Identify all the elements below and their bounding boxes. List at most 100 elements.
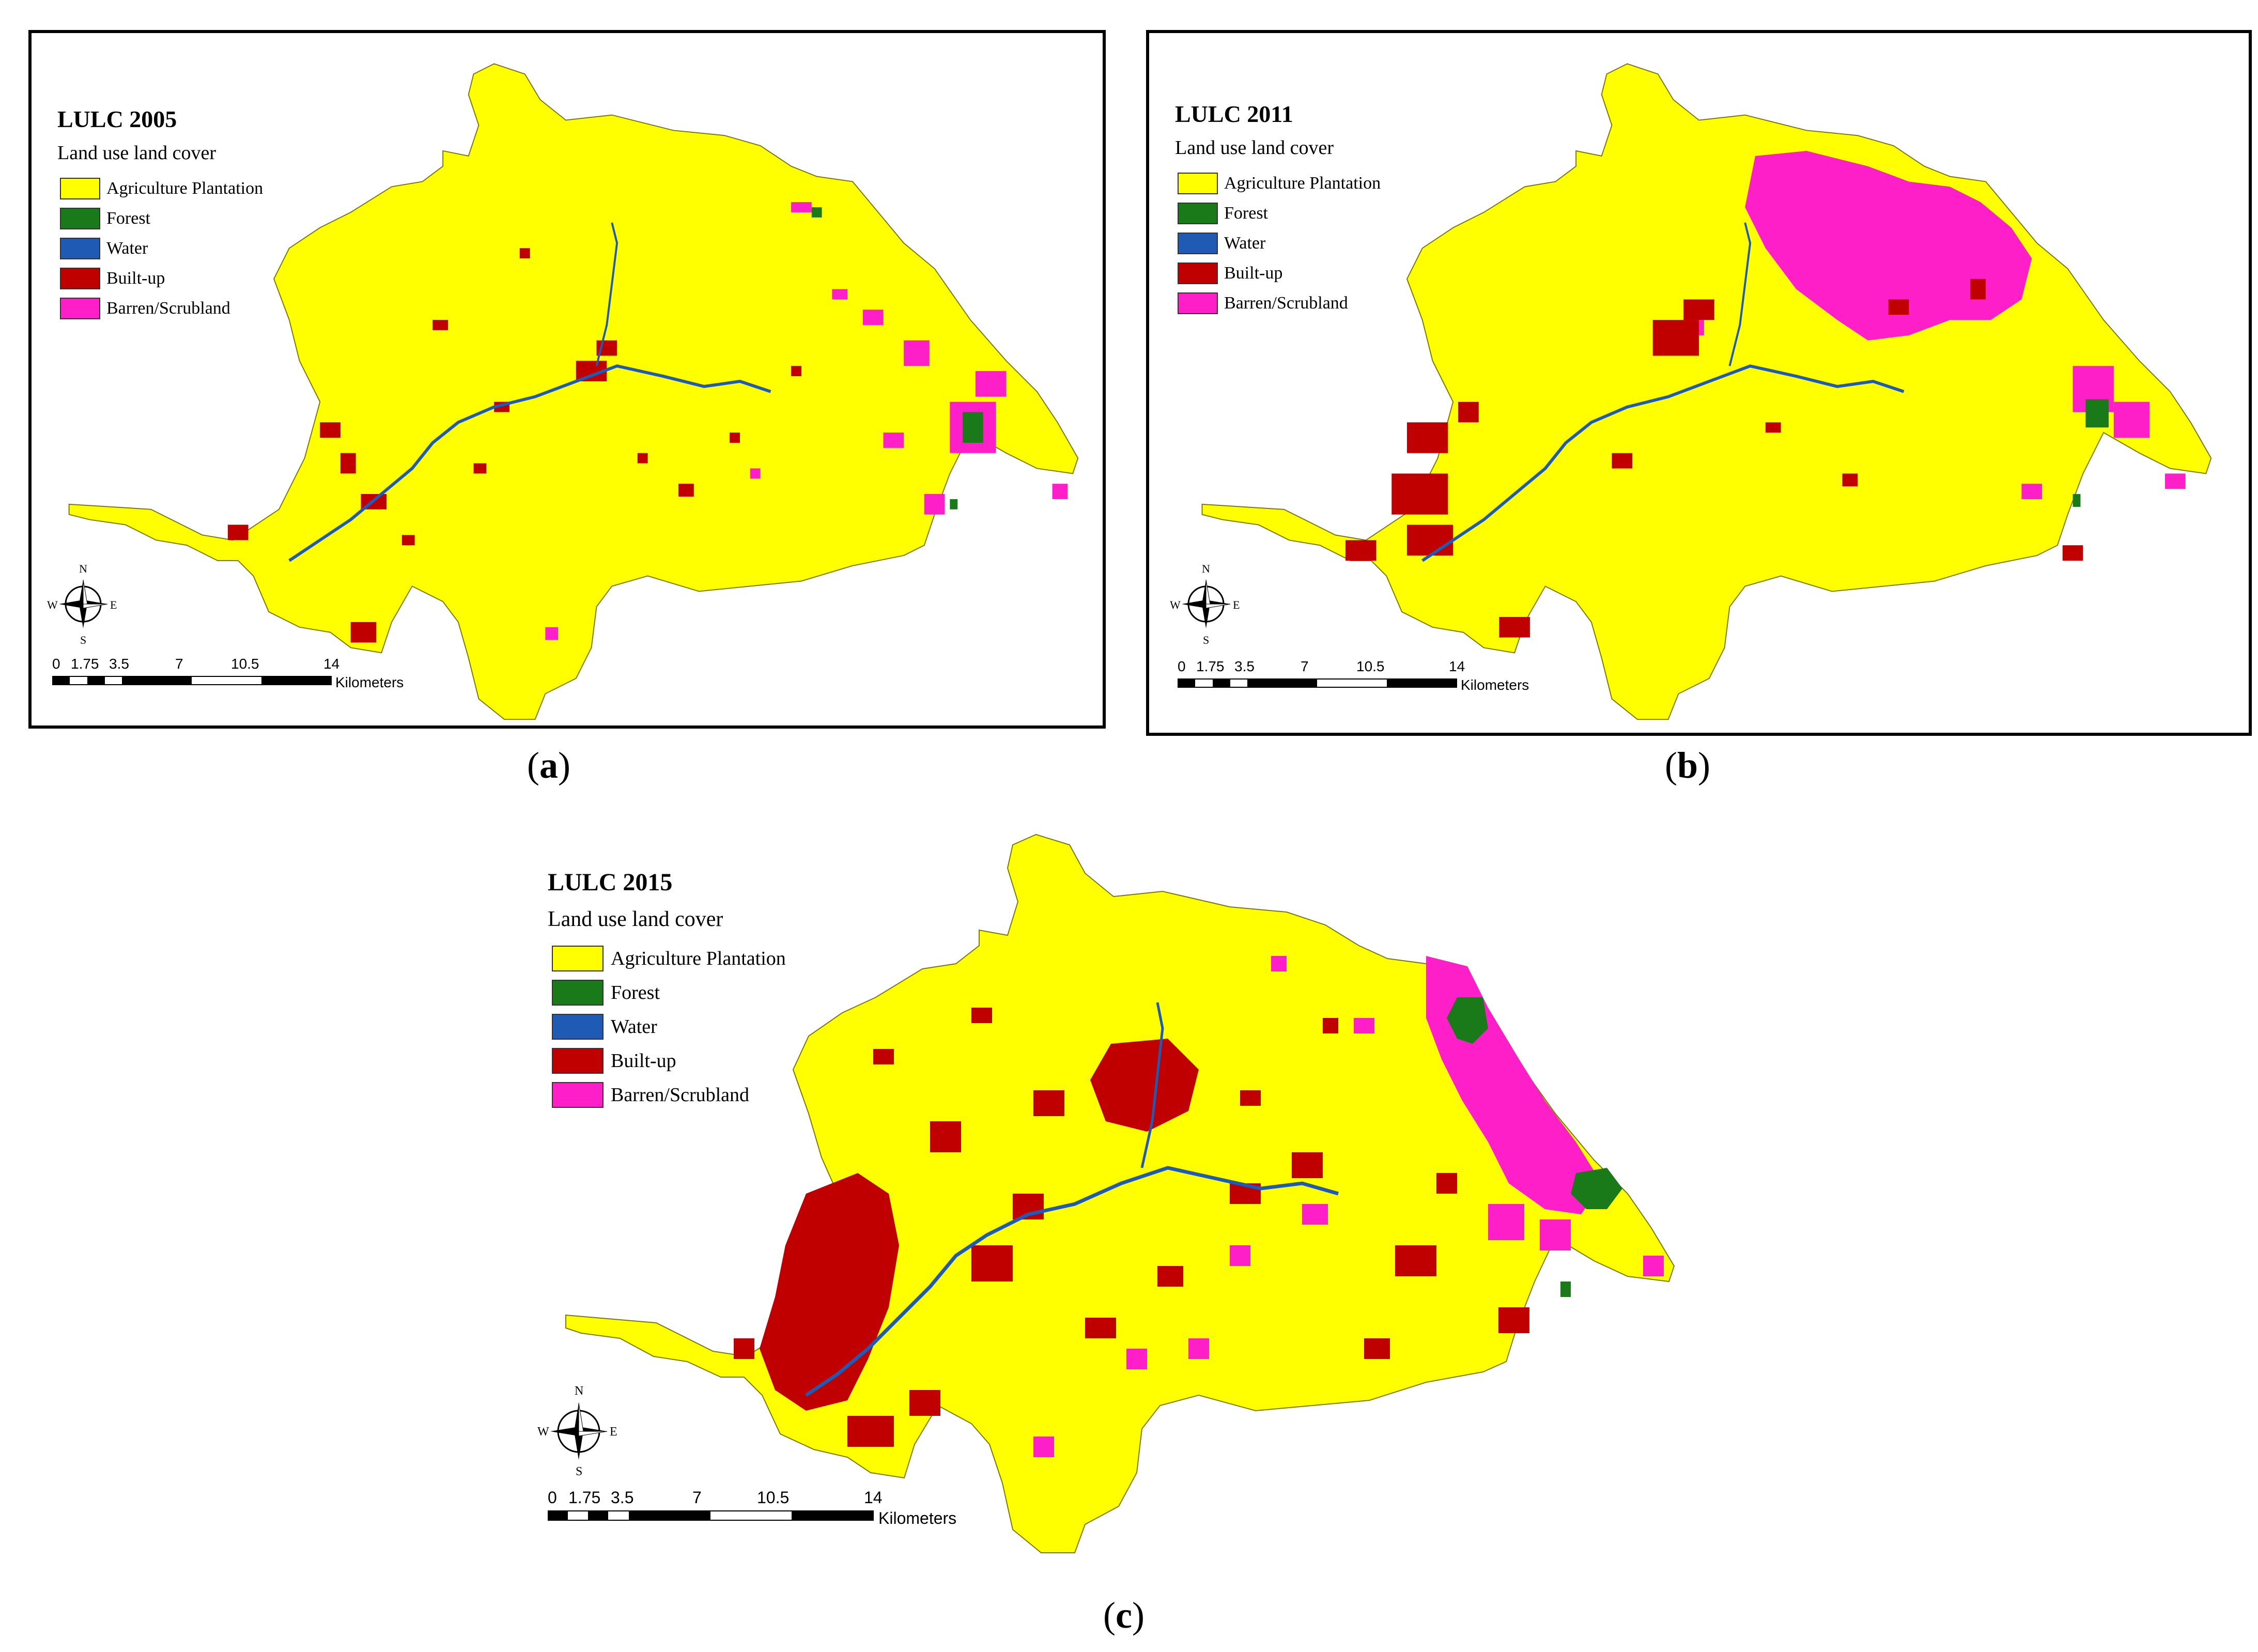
barren-patches — [1683, 150, 2186, 500]
legend-swatch — [1178, 233, 1218, 254]
forest-patches — [811, 207, 983, 510]
legend-item-agriculture: Agriculture Plantation — [552, 941, 786, 976]
legend: Agriculture Plantation Forest Water Buil… — [552, 941, 786, 1112]
scale-tick-1: 1.75 — [1196, 658, 1225, 674]
scale-unit: Kilometers — [1461, 677, 1529, 693]
compass-s: S — [576, 1465, 583, 1478]
scale-tick-4: 10.5 — [757, 1488, 790, 1507]
legend-swatch — [60, 238, 100, 259]
legend-swatch — [552, 1014, 604, 1040]
river-tributary — [1728, 222, 1752, 366]
caption-letter: c — [1115, 1595, 1132, 1636]
scale-bar: 0 1.75 3.5 7 10.5 14 Kilometers — [548, 1488, 961, 1540]
legend-heading: Land use land cover — [548, 907, 723, 931]
region-fill — [1201, 63, 2212, 720]
legend-swatch — [1178, 263, 1218, 284]
scale-tick-3: 7 — [1301, 658, 1309, 674]
legend-item-barren: Barren/Scrubland — [1178, 288, 1381, 318]
region-fill — [68, 63, 1079, 720]
legend-swatch — [60, 208, 100, 229]
compass-s: S — [80, 634, 87, 646]
scale-tick-1: 1.75 — [568, 1488, 601, 1507]
lulc-map-2005 — [68, 63, 1079, 720]
legend-item-barren: Barren/Scrubland — [552, 1078, 786, 1112]
lulc-map-2015 — [565, 833, 1675, 1553]
legend-item-built-up: Built-up — [60, 264, 263, 294]
compass-rose-icon — [1182, 579, 1231, 628]
scale-unit: Kilometers — [335, 674, 404, 690]
compass-e: E — [1233, 598, 1240, 611]
scale-tick-0: 0 — [52, 656, 60, 672]
scale-tick-1: 1.75 — [71, 656, 99, 672]
caption-open: ( — [527, 745, 539, 786]
scale-tick-2: 3.5 — [1234, 658, 1255, 674]
legend-swatch — [552, 946, 604, 971]
legend-item-agriculture: Agriculture Plantation — [1178, 168, 1381, 198]
legend-swatch — [552, 1082, 604, 1108]
scale-tick-5: 14 — [1449, 658, 1465, 674]
legend-item-water: Water — [60, 234, 263, 264]
legend-swatch — [60, 178, 100, 199]
scale-tick-2: 3.5 — [611, 1488, 634, 1507]
legend-heading: Land use land cover — [57, 142, 216, 164]
legend-swatch — [1178, 292, 1218, 314]
legend-item-built-up: Built-up — [1178, 258, 1381, 288]
map-title: LULC 2011 — [1175, 101, 1293, 127]
legend-label: Forest — [106, 209, 150, 228]
scale-bar: 0 1.75 3.5 7 10.5 14 Kilometers — [1178, 658, 1539, 705]
legend-swatch — [60, 298, 100, 319]
legend-item-barren: Barren/Scrubland — [60, 294, 263, 323]
region-shape — [68, 63, 1079, 720]
caption-close: ) — [558, 745, 570, 786]
scale-tick-3: 7 — [692, 1488, 702, 1507]
compass-rose-icon — [59, 579, 108, 628]
scale-tick-4: 10.5 — [1356, 658, 1385, 674]
legend-label: Forest — [611, 982, 660, 1003]
river-tributary — [1140, 1002, 1164, 1168]
scale-bar-graphic — [52, 676, 332, 685]
river — [805, 1166, 1339, 1397]
scale-tick-5: 14 — [323, 656, 340, 672]
forest-patch — [2073, 494, 2081, 507]
compass-n: N — [79, 562, 87, 575]
legend-item-water: Water — [552, 1010, 786, 1044]
caption-letter: b — [1677, 745, 1698, 786]
caption-letter: a — [539, 745, 558, 786]
north-arrow: N S E W — [47, 555, 119, 648]
legend-item-built-up: Built-up — [552, 1044, 786, 1078]
legend-swatch — [552, 1048, 604, 1074]
scale-tick-4: 10.5 — [231, 656, 259, 672]
region-shape — [1201, 63, 2212, 720]
legend-item-forest: Forest — [552, 976, 786, 1010]
scale-bar: 0 1.75 3.5 7 10.5 14 Kilometers — [52, 656, 414, 702]
legend-label: Barren/Scrubland — [1224, 294, 1348, 313]
legend: Agriculture Plantation Forest Water Buil… — [60, 174, 263, 323]
legend-heading: Land use land cover — [1175, 137, 1334, 159]
legend-label: Agriculture Plantation — [106, 179, 264, 198]
legend-label: Water — [1224, 234, 1266, 253]
legend-label: Built-up — [106, 269, 165, 288]
river-tributary — [595, 222, 618, 366]
map-panel-b: LULC 2011 Land use land cover Agricultur… — [1146, 30, 2252, 736]
legend-item-forest: Forest — [1178, 198, 1381, 228]
compass-w: W — [47, 598, 58, 611]
river — [1421, 364, 1905, 562]
scale-tick-0: 0 — [548, 1488, 557, 1507]
caption-close: ) — [1698, 745, 1711, 786]
compass-rose-icon — [550, 1402, 608, 1460]
legend-label: Agriculture Plantation — [1224, 174, 1381, 193]
forest-patch — [2085, 399, 2109, 428]
compass-n: N — [575, 1384, 584, 1398]
compass-e: E — [610, 1425, 617, 1439]
map-panel-a: LULC 2005 Land use land cover Agricultur… — [28, 30, 1106, 729]
legend-label: Water — [611, 1016, 657, 1038]
legend-label: Forest — [1224, 204, 1268, 223]
scale-bar-graphic — [1178, 678, 1457, 688]
legend-swatch — [552, 980, 604, 1006]
legend-item-forest: Forest — [60, 204, 263, 234]
legend-swatch — [1178, 203, 1218, 224]
legend-label: Barren/Scrubland — [611, 1084, 750, 1106]
legend-label: Barren/Scrubland — [106, 299, 230, 318]
legend-label: Built-up — [1224, 264, 1283, 283]
legend-label: Water — [106, 239, 148, 258]
